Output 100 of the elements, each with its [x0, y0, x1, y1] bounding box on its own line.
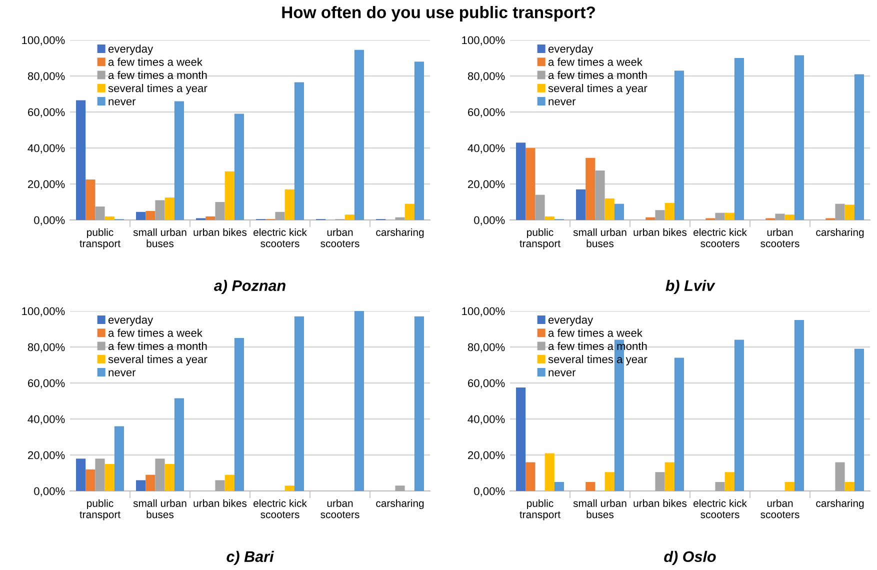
bar: [395, 486, 405, 491]
bar: [544, 453, 554, 491]
bar: [595, 170, 605, 220]
y-tick-label: 0,00%: [34, 487, 65, 496]
bar: [655, 210, 665, 220]
bar: [294, 82, 304, 220]
legend-label: a few times a week: [108, 328, 202, 337]
x-tick-label: urban scooters: [320, 228, 360, 248]
y-tick-label: 100,00%: [22, 36, 65, 46]
bar: [354, 50, 364, 220]
x-axis-title: d) Oslo: [664, 550, 716, 566]
x-tick-label: electric kick scooters: [254, 499, 307, 518]
y-tick-label: 80,00%: [28, 343, 65, 352]
x-tick-label: electric kick scooters: [694, 499, 747, 518]
bar: [104, 216, 114, 220]
bar: [544, 216, 554, 220]
y-tick-label: 20,00%: [28, 180, 65, 190]
bar: [724, 472, 734, 491]
x-tick-label: small urban buses: [133, 499, 186, 518]
y-tick-label: 0,00%: [34, 216, 65, 226]
y-tick-label: 20,00%: [468, 451, 505, 460]
x-tick-label: electric kick scooters: [254, 228, 307, 248]
y-tick-label: 100,00%: [22, 307, 65, 316]
bar: [284, 486, 294, 491]
legend-label: never: [548, 370, 576, 376]
y-tick-label: 80,00%: [468, 72, 505, 82]
bar: [174, 101, 184, 220]
x-tick-label: public transport: [80, 499, 120, 520]
chart-title: How often do you use public transport?: [282, 6, 595, 22]
y-tick-label: 40,00%: [28, 144, 65, 154]
bar: [215, 480, 225, 491]
bar: [844, 482, 854, 491]
bar: [734, 340, 744, 491]
bar: [86, 469, 96, 491]
bar: [155, 200, 165, 220]
bar: [844, 204, 854, 220]
legend-label: never: [108, 99, 136, 106]
x-tick-label: electric kick scooters: [694, 228, 747, 248]
bar: [215, 202, 225, 220]
x-tick-label: urban scooters: [320, 499, 360, 518]
x-tick-label: urban scooters: [760, 228, 800, 248]
legend-label: a few times a month: [548, 70, 647, 80]
x-tick-label: urban bikes: [634, 499, 687, 507]
bar: [586, 482, 596, 491]
bar: [526, 148, 536, 220]
bar: [206, 216, 216, 220]
bar: [734, 58, 744, 220]
bar: [104, 464, 114, 491]
x-tick-label: carsharing: [376, 499, 424, 510]
bar: [395, 217, 405, 220]
bar: [674, 70, 684, 220]
y-tick-label: 80,00%: [28, 72, 65, 82]
bar: [646, 217, 656, 220]
legend-label: everyday: [548, 44, 594, 55]
bar: [655, 472, 665, 491]
x-tick-label: public transport: [520, 228, 560, 250]
bar: [95, 206, 105, 220]
bar: [234, 338, 244, 491]
legend-label: a few times a week: [548, 328, 642, 337]
bar: [136, 212, 146, 220]
x-axis-title: c) Bari: [226, 550, 274, 566]
bar: [146, 211, 156, 220]
legend-label: several times a year: [108, 84, 208, 94]
bar: [784, 482, 794, 491]
x-tick-label: carsharing: [376, 228, 424, 238]
bar: [76, 458, 86, 491]
x-tick-label: public transport: [520, 499, 560, 520]
x-axis-title: b) Lviv: [666, 280, 716, 294]
bar: [775, 214, 785, 220]
y-tick-label: 80,00%: [468, 343, 505, 352]
x-tick-label: urban bikes: [194, 499, 247, 507]
x-tick-label: urban bikes: [194, 228, 247, 236]
legend-label: everyday: [108, 44, 154, 55]
bar: [715, 212, 725, 220]
bar: [554, 482, 564, 491]
bar: [674, 358, 684, 491]
bar: [784, 214, 794, 220]
bar: [76, 100, 86, 220]
y-tick-label: 0,00%: [474, 487, 505, 496]
bar: [835, 204, 845, 220]
x-tick-label: small urban buses: [573, 499, 626, 518]
bar: [724, 212, 734, 220]
bar: [664, 462, 674, 491]
x-axis-title: a) Poznan: [214, 280, 286, 294]
legend-label: a few times a month: [108, 70, 207, 80]
bar: [174, 398, 184, 491]
bar: [224, 171, 234, 220]
legend-label: a few times a week: [108, 58, 202, 66]
legend-label: everyday: [108, 316, 154, 326]
x-tick-label: carsharing: [816, 499, 864, 510]
bar: [535, 194, 545, 220]
x-tick-label: small urban buses: [133, 228, 186, 248]
bar: [414, 62, 424, 220]
bar: [715, 482, 725, 491]
legend-label: a few times a week: [548, 58, 642, 66]
y-tick-label: 100,00%: [462, 36, 505, 46]
bar: [516, 388, 526, 491]
bar: [835, 462, 845, 491]
bar: [294, 316, 304, 491]
y-tick-label: 0,00%: [474, 216, 505, 226]
